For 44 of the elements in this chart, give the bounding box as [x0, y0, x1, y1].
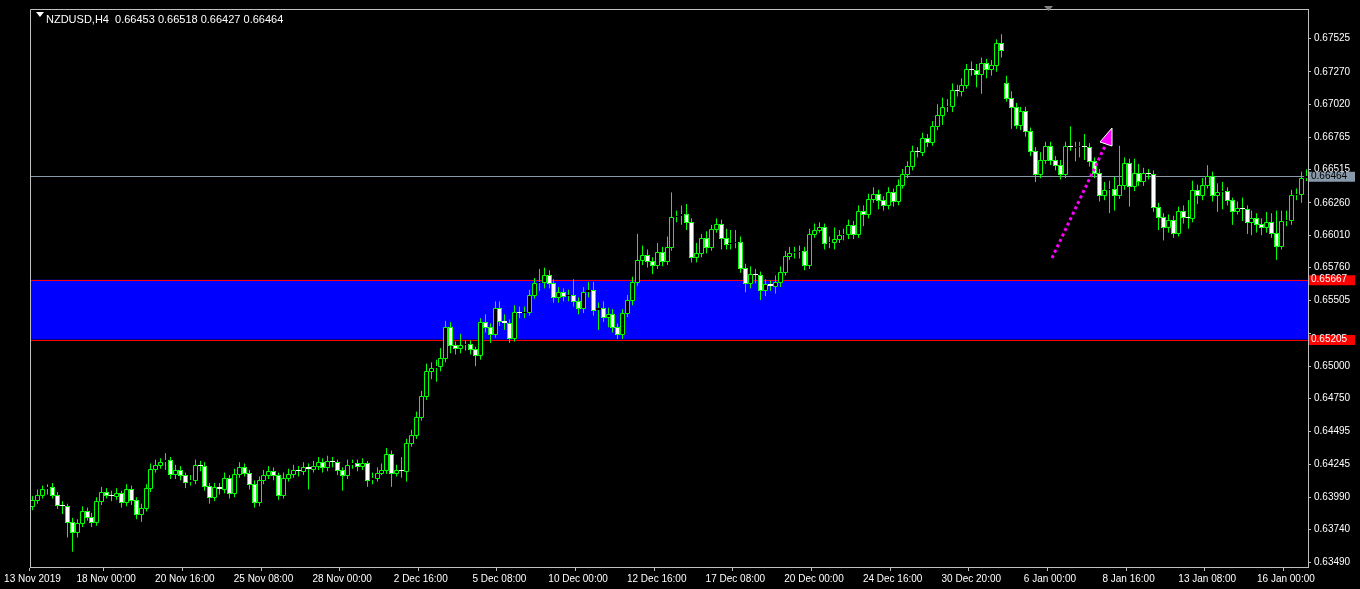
candlestick: [1245, 204, 1250, 235]
x-tick-label: 13 Nov 2019: [4, 572, 62, 584]
candlestick: [728, 229, 733, 250]
y-tick-label: 0.63990: [1314, 490, 1351, 502]
y-tick-label: 0.65760: [1314, 261, 1351, 273]
x-tick-label: 30 Dec 20:00: [941, 572, 1002, 584]
x-tick-label: 6 Jan 00:00: [1023, 572, 1077, 584]
x-tick-label: 2 Dec 16:00: [393, 572, 449, 584]
x-tick-label: 20 Nov 16:00: [155, 572, 216, 584]
y-tick-label: 0.64750: [1314, 392, 1351, 404]
x-tick-label: 13 Jan 08:00: [1178, 572, 1237, 584]
x-tick-label: 12 Dec 16:00: [626, 572, 687, 584]
x-tick-label: 16 Jan 00:00: [1256, 572, 1316, 584]
ref-line-label: 0.65205: [1311, 333, 1348, 345]
y-tick-label: 0.67020: [1314, 97, 1351, 109]
y-tick-label: 0.66010: [1314, 228, 1351, 240]
x-tick-label: 17 Dec 08:00: [705, 572, 766, 584]
x-tick-label: 8 Jan 16:00: [1102, 572, 1156, 584]
x-tick-label: 20 Dec 00:00: [784, 572, 845, 584]
x-tick-label: 24 Dec 16:00: [862, 572, 923, 584]
y-tick-label: 0.67525: [1314, 32, 1351, 44]
chart-title: NZDUSD,H4 0.66453 0.66518 0.66427 0.66464: [46, 12, 284, 25]
y-tick-label: 0.66260: [1314, 196, 1351, 208]
x-tick-label: 18 Nov 00:00: [76, 572, 137, 584]
y-tick-label: 0.66765: [1314, 131, 1351, 143]
y-tick-label: 0.67270: [1314, 65, 1351, 77]
y-tick-label: 0.63490: [1314, 555, 1351, 567]
candlestick: [1299, 171, 1304, 204]
candlestick: [792, 246, 797, 260]
candlestick: [1289, 189, 1294, 226]
y-tick-label: 0.65000: [1314, 359, 1351, 371]
x-tick-label: 5 Dec 08:00: [472, 572, 527, 584]
y-tick-label: 0.64495: [1314, 425, 1351, 437]
candlestick: [591, 281, 596, 317]
y-tick-label: 0.65505: [1314, 294, 1351, 306]
candlestick: [1082, 133, 1087, 161]
candlestick: [950, 82, 955, 113]
y-tick-label: 0.63740: [1314, 523, 1351, 535]
x-tick-label: 25 Nov 08:00: [233, 572, 294, 584]
y-tick-label: 0.64245: [1314, 457, 1351, 469]
x-tick-label: 10 Dec 00:00: [548, 572, 609, 584]
ref-line-label: 0.65667: [1311, 273, 1348, 285]
candlestick: [601, 300, 606, 323]
x-tick-label: 28 Nov 00:00: [312, 572, 373, 584]
